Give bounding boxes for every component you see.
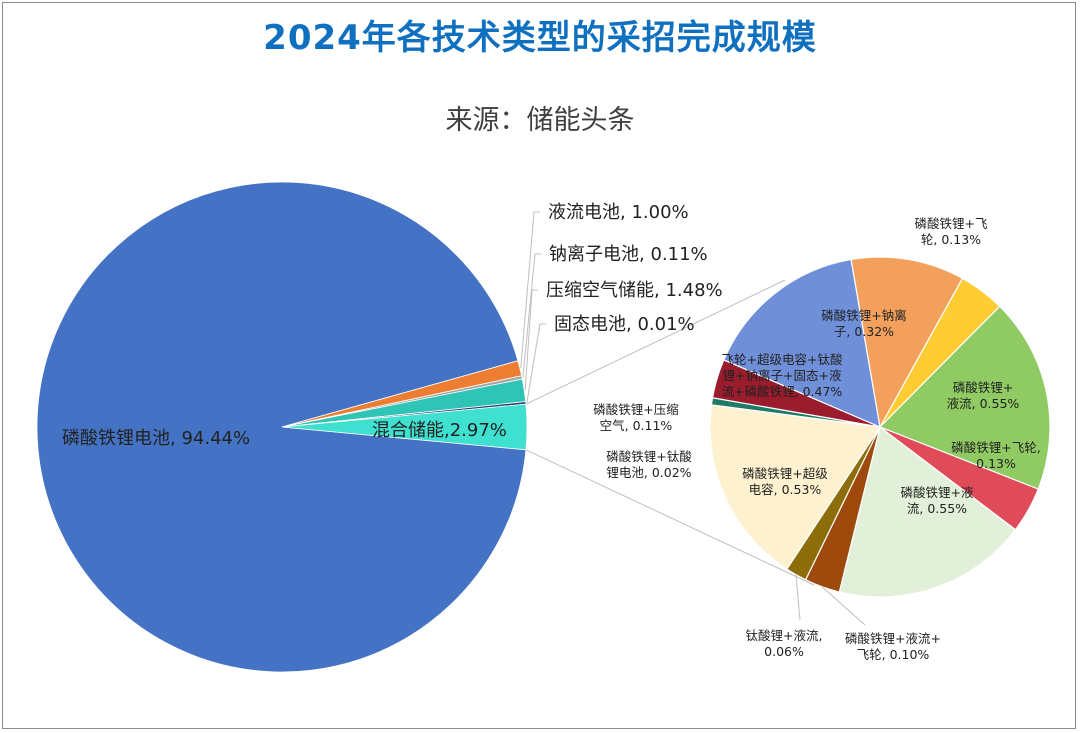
data-label: 磷酸铁锂+钠离子, 0.32% (821, 308, 906, 339)
pie-slice (36, 181, 527, 673)
data-label: 液流电池, 1.00% (548, 202, 689, 223)
pie-slice (850, 256, 964, 429)
data-label: 钛酸锂+液流, 0.06% (746, 628, 823, 659)
data-label: 钠离子电池, 0.11% (549, 244, 708, 265)
pie-slice (838, 425, 1017, 598)
leader-line (524, 289, 538, 391)
data-label: 磷酸铁锂+液流+飞轮, 0.10% (845, 631, 941, 662)
chart-title: 2024年各技术类型的采招完成规模 (263, 18, 817, 58)
data-label: 磷酸铁锂+液流, 0.55% (947, 380, 1020, 411)
chart-subtitle: 来源：储能头条 (445, 105, 635, 136)
leader-line (522, 253, 541, 378)
data-label: 磷酸铁锂+液流, 0.55% (901, 485, 974, 516)
data-label: 磷酸铁锂+超级电容, 0.53% (742, 466, 828, 497)
connector-line (525, 449, 815, 586)
data-label: 磷酸铁锂+钛酸锂电池, 0.02% (606, 449, 692, 480)
connector-line (525, 279, 786, 405)
pie-slice (709, 404, 882, 571)
leader-line (526, 323, 546, 403)
leader-line (795, 574, 801, 621)
data-label: 磷酸铁锂+飞轮, 0.13% (951, 440, 1040, 471)
data-label: 飞轮+超级电容+钛酸锂+钠离子+固态+液流+磷酸铁锂, 0.47% (722, 352, 843, 399)
pie-slice (723, 258, 881, 428)
data-label: 固态电池, 0.01% (554, 314, 695, 335)
data-label: 磷酸铁锂电池, 94.44% (62, 428, 250, 449)
leader-line (821, 586, 866, 626)
pie-slice (281, 403, 528, 451)
data-label: 压缩空气储能, 1.48% (546, 280, 723, 301)
data-label: 磷酸铁锂+飞轮, 0.13% (915, 216, 988, 247)
data-label: 混合储能,2.97% (372, 420, 507, 441)
data-label: 磷酸铁锂+压缩空气, 0.11% (593, 402, 678, 433)
leader-line (520, 211, 540, 369)
